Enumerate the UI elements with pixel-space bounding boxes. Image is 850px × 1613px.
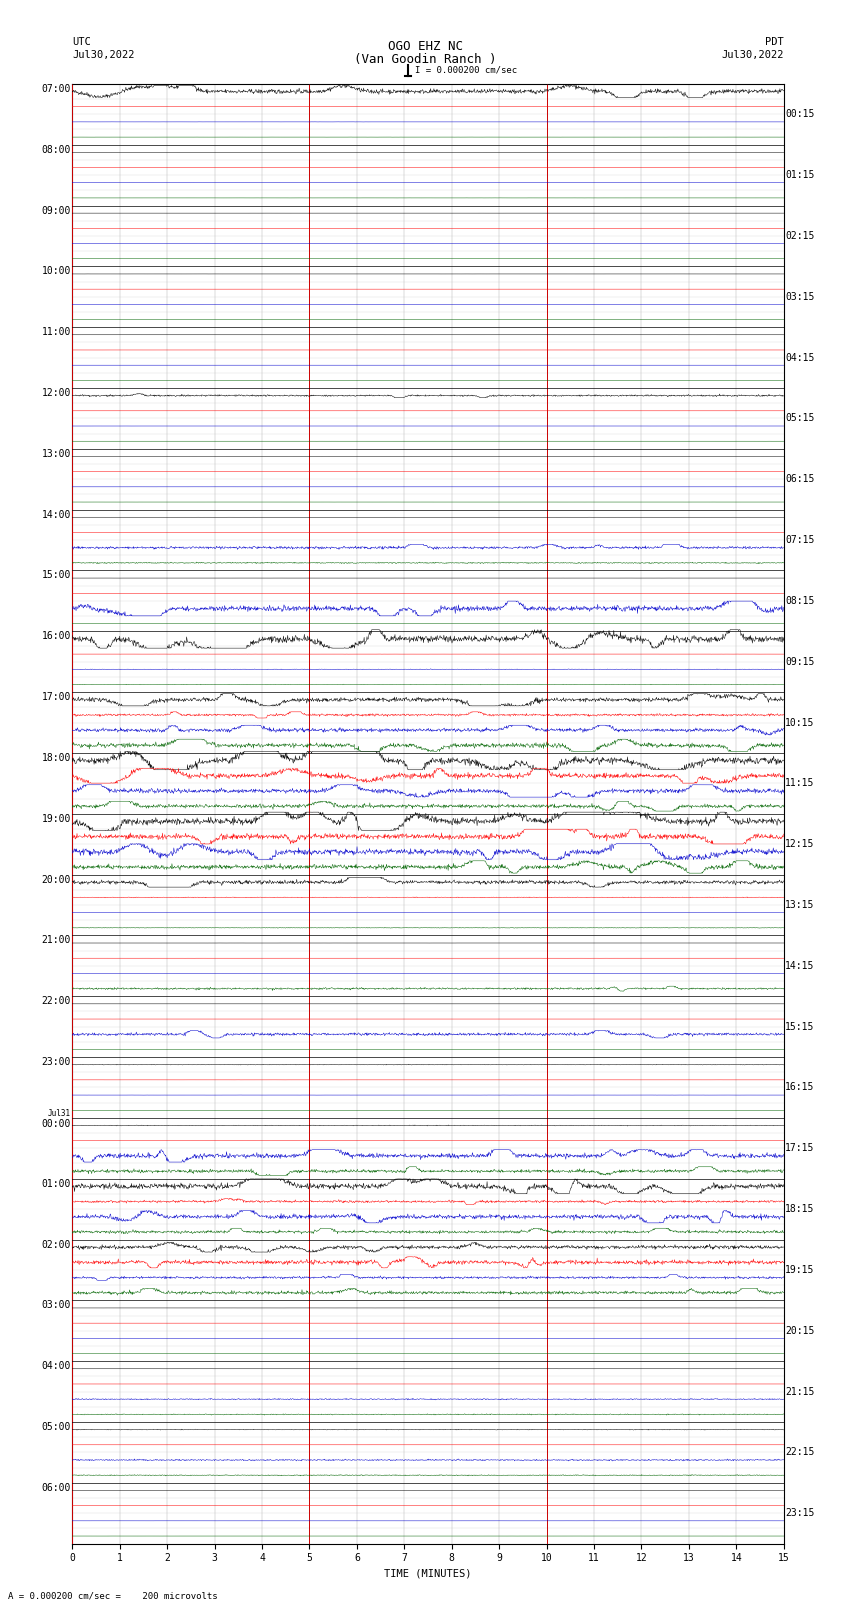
Text: 10:00: 10:00	[42, 266, 71, 276]
Text: 11:00: 11:00	[42, 327, 71, 337]
Text: 05:15: 05:15	[785, 413, 814, 423]
Text: 16:00: 16:00	[42, 631, 71, 642]
Text: 06:15: 06:15	[785, 474, 814, 484]
Text: 09:00: 09:00	[42, 205, 71, 216]
Text: 20:00: 20:00	[42, 874, 71, 884]
Text: 20:15: 20:15	[785, 1326, 814, 1336]
Text: 15:15: 15:15	[785, 1021, 814, 1032]
Text: 01:00: 01:00	[42, 1179, 71, 1189]
Text: OGO EHZ NC: OGO EHZ NC	[388, 40, 462, 53]
X-axis label: TIME (MINUTES): TIME (MINUTES)	[384, 1569, 472, 1579]
Text: 02:00: 02:00	[42, 1239, 71, 1250]
Text: 12:15: 12:15	[785, 839, 814, 848]
Text: 12:00: 12:00	[42, 389, 71, 398]
Text: 23:00: 23:00	[42, 1057, 71, 1068]
Text: 14:00: 14:00	[42, 510, 71, 519]
Text: Jul31: Jul31	[48, 1108, 71, 1118]
Text: 22:00: 22:00	[42, 997, 71, 1007]
Text: 00:15: 00:15	[785, 110, 814, 119]
Text: 14:15: 14:15	[785, 961, 814, 971]
Text: 17:00: 17:00	[42, 692, 71, 702]
Text: 16:15: 16:15	[785, 1082, 814, 1092]
Text: 08:00: 08:00	[42, 145, 71, 155]
Text: 07:00: 07:00	[42, 84, 71, 94]
Text: 19:00: 19:00	[42, 813, 71, 824]
Text: 10:15: 10:15	[785, 718, 814, 727]
Text: 21:15: 21:15	[785, 1387, 814, 1397]
Text: 03:15: 03:15	[785, 292, 814, 302]
Text: 19:15: 19:15	[785, 1265, 814, 1274]
Text: 04:00: 04:00	[42, 1361, 71, 1371]
Text: 11:15: 11:15	[785, 779, 814, 789]
Text: 09:15: 09:15	[785, 656, 814, 666]
Text: UTC: UTC	[72, 37, 91, 47]
Text: 01:15: 01:15	[785, 169, 814, 181]
Text: 17:15: 17:15	[785, 1144, 814, 1153]
Text: Jul30,2022: Jul30,2022	[721, 50, 784, 60]
Text: 08:15: 08:15	[785, 595, 814, 606]
Text: (Van Goodin Ranch ): (Van Goodin Ranch )	[354, 53, 496, 66]
Text: 04:15: 04:15	[785, 353, 814, 363]
Text: 23:15: 23:15	[785, 1508, 814, 1518]
Text: A = 0.000200 cm/sec =    200 microvolts: A = 0.000200 cm/sec = 200 microvolts	[8, 1590, 218, 1600]
Text: 00:00: 00:00	[42, 1119, 71, 1129]
Text: 13:00: 13:00	[42, 448, 71, 458]
Text: 05:00: 05:00	[42, 1423, 71, 1432]
Text: 02:15: 02:15	[785, 231, 814, 240]
Text: 15:00: 15:00	[42, 571, 71, 581]
Text: PDT: PDT	[765, 37, 784, 47]
Text: 13:15: 13:15	[785, 900, 814, 910]
Text: 21:00: 21:00	[42, 936, 71, 945]
Text: 03:00: 03:00	[42, 1300, 71, 1310]
Text: 06:00: 06:00	[42, 1482, 71, 1492]
Text: Jul30,2022: Jul30,2022	[72, 50, 135, 60]
Text: I = 0.000200 cm/sec: I = 0.000200 cm/sec	[415, 66, 517, 74]
Text: 07:15: 07:15	[785, 536, 814, 545]
Text: 22:15: 22:15	[785, 1447, 814, 1458]
Text: 18:00: 18:00	[42, 753, 71, 763]
Text: 18:15: 18:15	[785, 1205, 814, 1215]
